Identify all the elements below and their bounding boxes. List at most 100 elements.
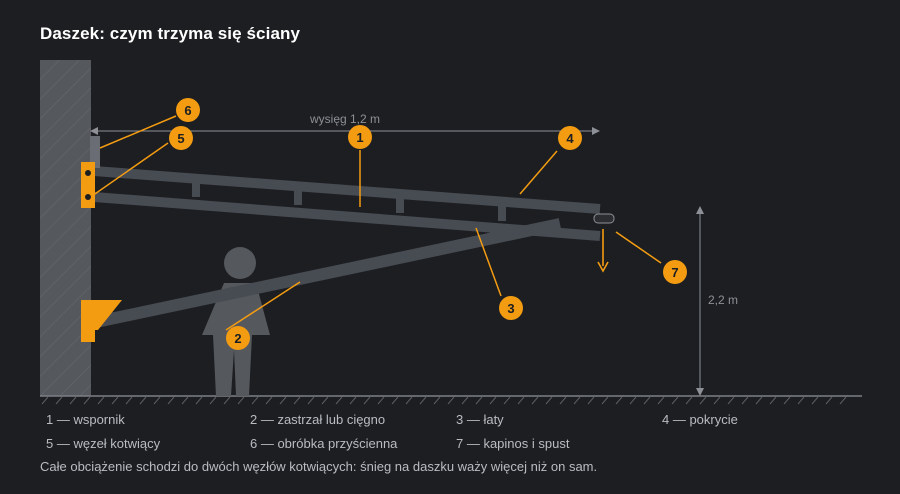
ground-hatch-tick <box>69 396 77 405</box>
ground-hatch-tick <box>657 396 665 405</box>
ground-hatch-tick <box>699 396 707 405</box>
legend-item-7: 7 — kapinos i spust <box>456 436 570 451</box>
ground-hatch-tick <box>55 396 63 405</box>
anchor-plate-upper <box>81 162 95 208</box>
marker-5: 5 <box>169 126 193 150</box>
ground-hatch-tick <box>839 396 847 405</box>
ground-hatch-tick <box>503 396 511 405</box>
legend-item-3: 3 — łaty <box>456 412 504 427</box>
svg-text:3: 3 <box>507 301 514 316</box>
ground-hatch-tick <box>139 396 147 405</box>
ground-hatch-tick <box>531 396 539 405</box>
ground-hatch-tick <box>419 396 427 405</box>
marker-2: 2 <box>226 326 250 350</box>
ground-hatch-tick <box>783 396 791 405</box>
ground-hatch-tick <box>517 396 525 405</box>
wall <box>40 60 91 396</box>
ground-hatch-tick <box>349 396 357 405</box>
gutter-drip <box>593 213 615 273</box>
ground-hatch-tick <box>587 396 595 405</box>
ground-hatch-tick <box>321 396 329 405</box>
ground-hatch-tick <box>685 396 693 405</box>
ground-hatch-tick <box>755 396 763 405</box>
footnote: Całe obciążenie schodzi do dwóch węzłów … <box>40 459 598 474</box>
svg-text:5: 5 <box>177 131 184 146</box>
ground-hatch-tick <box>391 396 399 405</box>
svg-text:2: 2 <box>234 331 241 346</box>
ground-hatch-tick <box>559 396 567 405</box>
ground-hatch-tick <box>797 396 805 405</box>
ground-hatch-tick <box>181 396 189 405</box>
anchor-bracket-lower <box>81 300 122 342</box>
height-label: 2,2 m <box>708 293 738 307</box>
reach-label: wysięg 1,2 m <box>309 112 380 126</box>
batten <box>498 206 506 221</box>
marker-6: 6 <box>176 98 200 122</box>
ground-hatch-tick <box>811 396 819 405</box>
ground-hatch-tick <box>629 396 637 405</box>
batten <box>192 182 200 197</box>
legend-item-5: 5 — węzeł kotwiący <box>46 436 161 451</box>
ground-hatch-tick <box>97 396 105 405</box>
legend-item-1: 1 — wspornik <box>46 412 125 427</box>
legend-item-2: 2 — zastrzał lub cięgno <box>250 412 386 427</box>
marker-4: 4 <box>558 126 582 150</box>
svg-text:6: 6 <box>184 103 191 118</box>
ground-hatch-tick <box>769 396 777 405</box>
ground-hatch-tick <box>405 396 413 405</box>
batten <box>294 190 302 205</box>
ground-hatch-tick <box>83 396 91 405</box>
ground-hatch-tick <box>125 396 133 405</box>
height-dimension: 2,2 m <box>696 206 738 396</box>
ground-hatch-tick <box>167 396 175 405</box>
batten <box>396 198 404 213</box>
svg-text:1: 1 <box>356 130 363 145</box>
strut <box>94 218 562 328</box>
canopy-beams <box>93 166 601 241</box>
wall-flashing <box>90 136 100 168</box>
svg-text:7: 7 <box>671 265 678 280</box>
marker-7: 7 <box>663 260 687 284</box>
ground-hatch-tick <box>293 396 301 405</box>
ground-hatch-tick <box>209 396 217 405</box>
ground-hatch-tick <box>545 396 553 405</box>
ground-hatch-tick <box>363 396 371 405</box>
ground-hatch-tick <box>111 396 119 405</box>
ground-hatch-tick <box>153 396 161 405</box>
ground-hatch-tick <box>825 396 833 405</box>
ground-hatch-tick <box>727 396 735 405</box>
ground-hatch-tick <box>41 396 49 405</box>
ground-hatch-tick <box>461 396 469 405</box>
ground-hatch-tick <box>741 396 749 405</box>
ground-hatch-tick <box>475 396 483 405</box>
ground-hatch-tick <box>615 396 623 405</box>
ground-hatch-tick <box>195 396 203 405</box>
ground-hatch-tick <box>279 396 287 405</box>
ground <box>40 395 862 405</box>
ground-hatch-tick <box>377 396 385 405</box>
svg-text:4: 4 <box>566 131 574 146</box>
marker-3: 3 <box>499 296 523 320</box>
ground-hatch-tick <box>307 396 315 405</box>
ground-hatch-tick <box>643 396 651 405</box>
ground-hatch-tick <box>671 396 679 405</box>
ground-hatch-tick <box>237 396 245 405</box>
leader-lines <box>91 115 662 331</box>
ground-hatch-tick <box>335 396 343 405</box>
ground-hatch-tick <box>251 396 259 405</box>
ground-hatch-tick <box>447 396 455 405</box>
ground-hatch-tick <box>489 396 497 405</box>
reach-dimension: wysięg 1,2 m <box>90 112 600 135</box>
ground-hatch-tick <box>265 396 273 405</box>
bracket-beam <box>93 192 601 241</box>
marker-1: 1 <box>348 125 372 149</box>
roof-cover <box>93 166 601 214</box>
ground-hatch-tick <box>433 396 441 405</box>
ground-hatch-tick <box>601 396 609 405</box>
ground-hatch-tick <box>573 396 581 405</box>
diagram-title: Daszek: czym trzyma się ściany <box>40 24 301 43</box>
person-silhouette <box>202 247 270 396</box>
ground-hatch-tick <box>223 396 231 405</box>
legend-item-6: 6 — obróbka przyścienna <box>250 436 398 451</box>
